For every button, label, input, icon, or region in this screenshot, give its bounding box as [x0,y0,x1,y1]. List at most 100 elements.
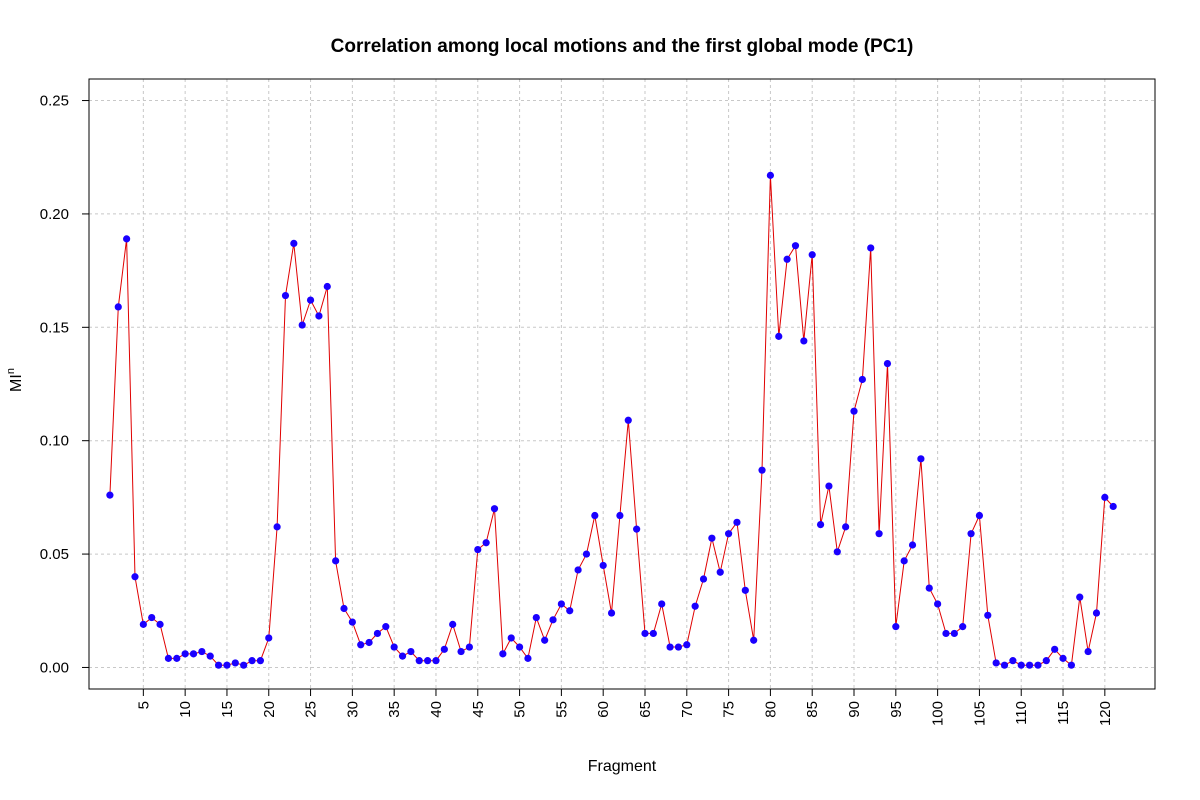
data-point [1084,647,1092,656]
data-point [1067,661,1075,669]
data-point [741,586,749,594]
y-tick-label: 0.10 [40,433,69,450]
data-point [524,654,532,662]
data-point [783,255,791,263]
data-point [415,657,423,665]
data-point [357,641,365,649]
x-tick-label: 90 [846,701,863,718]
data-point [975,511,984,520]
data-point [725,530,733,538]
data-point [424,657,432,665]
data-point [624,416,632,424]
data-point [917,455,925,463]
data-point [298,321,306,329]
x-tick-label: 20 [261,701,278,718]
data-point [1017,661,1025,669]
data-point [599,561,607,570]
data-point [825,482,833,490]
data-point [674,643,683,651]
data-point [858,375,866,384]
data-point [114,303,122,311]
data-point [900,557,908,565]
data-point [231,659,239,667]
data-point [984,611,992,619]
data-point [842,523,850,531]
x-tick-label: 45 [470,701,487,718]
data-point [223,661,231,669]
data-point [934,600,942,608]
x-tick-label: 30 [344,701,361,718]
data-point [850,407,858,415]
data-point [206,652,214,660]
data-point [658,600,666,608]
plot-frame [88,78,1156,690]
data-point [959,623,967,631]
x-tick-label: 10 [177,701,194,718]
data-point [181,650,189,658]
data-points [106,171,1117,669]
data-point [432,657,440,665]
data-point [758,466,766,474]
data-line [109,175,1114,667]
data-point [808,251,816,259]
grid [89,79,1155,689]
x-tick-label: 120 [1097,701,1114,726]
data-point [557,600,565,608]
data-point [1101,493,1109,501]
data-point [967,530,975,538]
x-tick-label: 75 [721,701,738,718]
y-axis: 0.00 0.05 0.10 0.15 0.20 0.25 [40,93,89,676]
data-point [633,525,641,533]
y-tick-label: 0.15 [40,319,69,336]
data-point [549,616,557,624]
data-point [1076,593,1084,601]
data-point [867,244,875,252]
data-point [666,643,674,651]
data-point [156,620,164,628]
x-tick-label: 55 [553,701,570,718]
data-point [123,235,131,243]
data-point [766,171,775,179]
data-point [750,636,758,644]
data-point [800,337,808,345]
data-point [791,242,800,250]
y-axis-label: MIn [5,368,25,392]
data-point [708,534,716,542]
data-point [365,638,373,647]
x-tick-label: 105 [971,701,988,726]
x-tick-label: 100 [930,701,947,726]
data-point [541,636,549,644]
x-tick-label: 80 [762,701,779,718]
x-tick-label: 70 [679,701,696,718]
data-point [925,584,933,592]
data-point [440,645,448,653]
x-axis: 5 10 15 20 25 30 35 40 45 50 55 60 65 70 75 80 85 90 95 100… [135,689,1114,726]
data-point [1009,657,1017,665]
x-tick-label: 50 [512,701,529,718]
data-point [490,505,499,513]
data-point [189,650,198,658]
y-axis-label-superscript: n [5,368,17,374]
data-point [1092,609,1101,617]
data-point [348,618,356,626]
data-point [1051,645,1059,653]
data-point [281,291,290,300]
data-point [641,629,649,638]
data-point [816,520,825,529]
data-point [892,623,900,631]
x-tick-label: 5 [135,701,152,709]
data-point [1034,661,1042,669]
data-point [574,566,582,574]
x-tick-label: 110 [1013,701,1030,725]
data-point [198,647,206,656]
data-point [875,530,883,538]
data-point [315,312,323,320]
data-point [499,650,507,658]
x-tick-label: 35 [386,701,403,718]
data-point [256,657,264,665]
data-point [148,613,156,622]
data-point [1109,502,1117,511]
data-point [482,539,490,547]
data-point [515,643,524,651]
data-point [449,620,457,628]
